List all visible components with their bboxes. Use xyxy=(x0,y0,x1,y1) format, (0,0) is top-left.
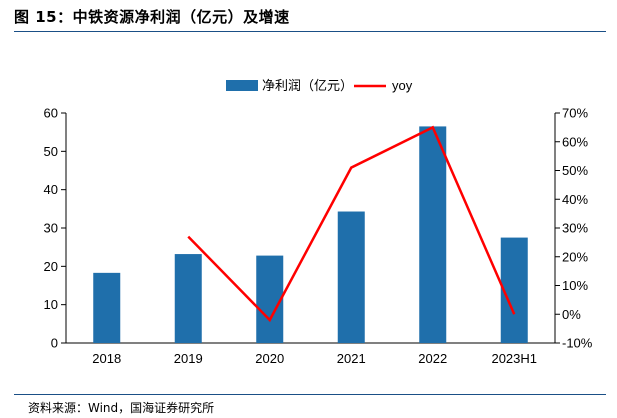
yoy-line xyxy=(187,125,516,323)
bar xyxy=(337,211,365,343)
right-axis-tick-label: 30% xyxy=(562,221,588,236)
right-axis-tick-label: 20% xyxy=(562,249,588,264)
bar xyxy=(419,126,447,344)
bar xyxy=(500,237,528,343)
bar xyxy=(174,254,202,343)
right-axis-tick-label: 60% xyxy=(562,134,588,149)
source-note: 资料来源：Wind，国海证券研究所 xyxy=(28,401,215,415)
right-axis-tick-label: 40% xyxy=(562,192,588,207)
left-axis-tick-label: 20 xyxy=(44,259,58,274)
bar xyxy=(93,272,121,343)
right-axis-tick-label: 10% xyxy=(562,278,588,293)
x-axis-tick-label: 2023H1 xyxy=(491,351,537,366)
x-axis-tick-label: 2019 xyxy=(174,351,203,366)
bar-series xyxy=(93,126,528,344)
axes: 0 10 20 30 40 50 60 -10% 0% 10% 20% 30% 40% 50% 60% 70%… xyxy=(44,106,593,367)
left-axis-tick-label: 0 xyxy=(51,336,58,351)
legend: 净利润（亿元） yoy xyxy=(226,78,413,93)
left-axis-tick-label: 50 xyxy=(44,144,58,159)
x-axis-tick-label: 2021 xyxy=(337,351,366,366)
right-axis-tick-label: 70% xyxy=(562,106,588,121)
x-axis-tick-label: 2018 xyxy=(92,351,121,366)
figure-title: 图 15：中铁资源净利润（亿元）及增速 xyxy=(14,8,290,26)
legend-bar-swatch xyxy=(226,80,258,91)
title-rule xyxy=(14,31,606,32)
x-axis-tick-label: 2022 xyxy=(418,351,447,366)
yoy-line-series xyxy=(187,125,516,323)
legend-bar-label: 净利润（亿元） xyxy=(262,78,353,93)
legend-line-label: yoy xyxy=(392,78,413,93)
left-axis-tick-label: 10 xyxy=(44,297,58,312)
right-axis-tick-label: 0% xyxy=(562,307,581,322)
right-axis-tick-label: 50% xyxy=(562,163,588,178)
left-axis-tick-label: 40 xyxy=(44,182,58,197)
right-axis-tick-label: -10% xyxy=(562,336,593,351)
x-axis-tick-label: 2020 xyxy=(255,351,284,366)
left-axis-tick-label: 60 xyxy=(44,106,58,121)
bar xyxy=(256,255,284,343)
left-axis-tick-label: 30 xyxy=(44,221,58,236)
source-rule xyxy=(14,394,606,395)
